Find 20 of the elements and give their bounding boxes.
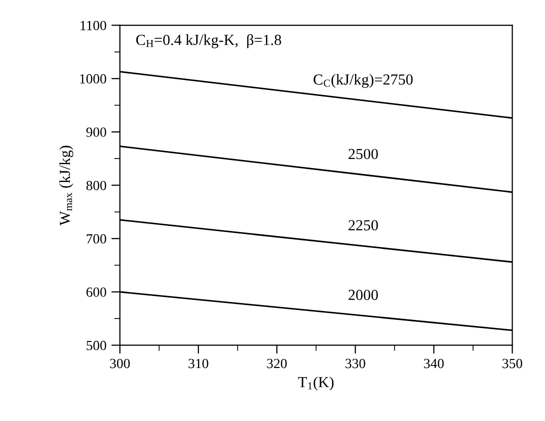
y-tick-label: 700 [86, 234, 106, 244]
x-tick-label: 310 [188, 358, 208, 368]
x-tick-label: 350 [502, 358, 522, 368]
y-axis-title: W$_{max}$ (kJ/kg) [59, 146, 74, 226]
series-label: 2250 [348, 220, 378, 230]
x-tick-label: 330 [346, 358, 366, 368]
y-tick-label: 1000 [80, 74, 106, 84]
series-label: C$_{C}$(kJ/kg)=2750 [314, 74, 413, 88]
x-tick-label: 300 [110, 358, 130, 368]
x-tick-label: 320 [267, 358, 287, 368]
x-tick-label: 340 [424, 358, 444, 368]
x-axis-title: T$_{1}$(K) [298, 376, 334, 390]
y-tick-label: 800 [86, 180, 106, 190]
y-tick-label: 900 [86, 127, 106, 137]
series-label: 2000 [348, 290, 378, 300]
y-tick-label: 500 [86, 340, 106, 350]
y-tick-label: 600 [86, 287, 106, 297]
annotation: C$_{H}$=0.4 kJ/kg-K, β=1.8 [136, 34, 282, 48]
y-tick-label: 1100 [80, 20, 106, 30]
series-label: 2500 [348, 148, 378, 160]
